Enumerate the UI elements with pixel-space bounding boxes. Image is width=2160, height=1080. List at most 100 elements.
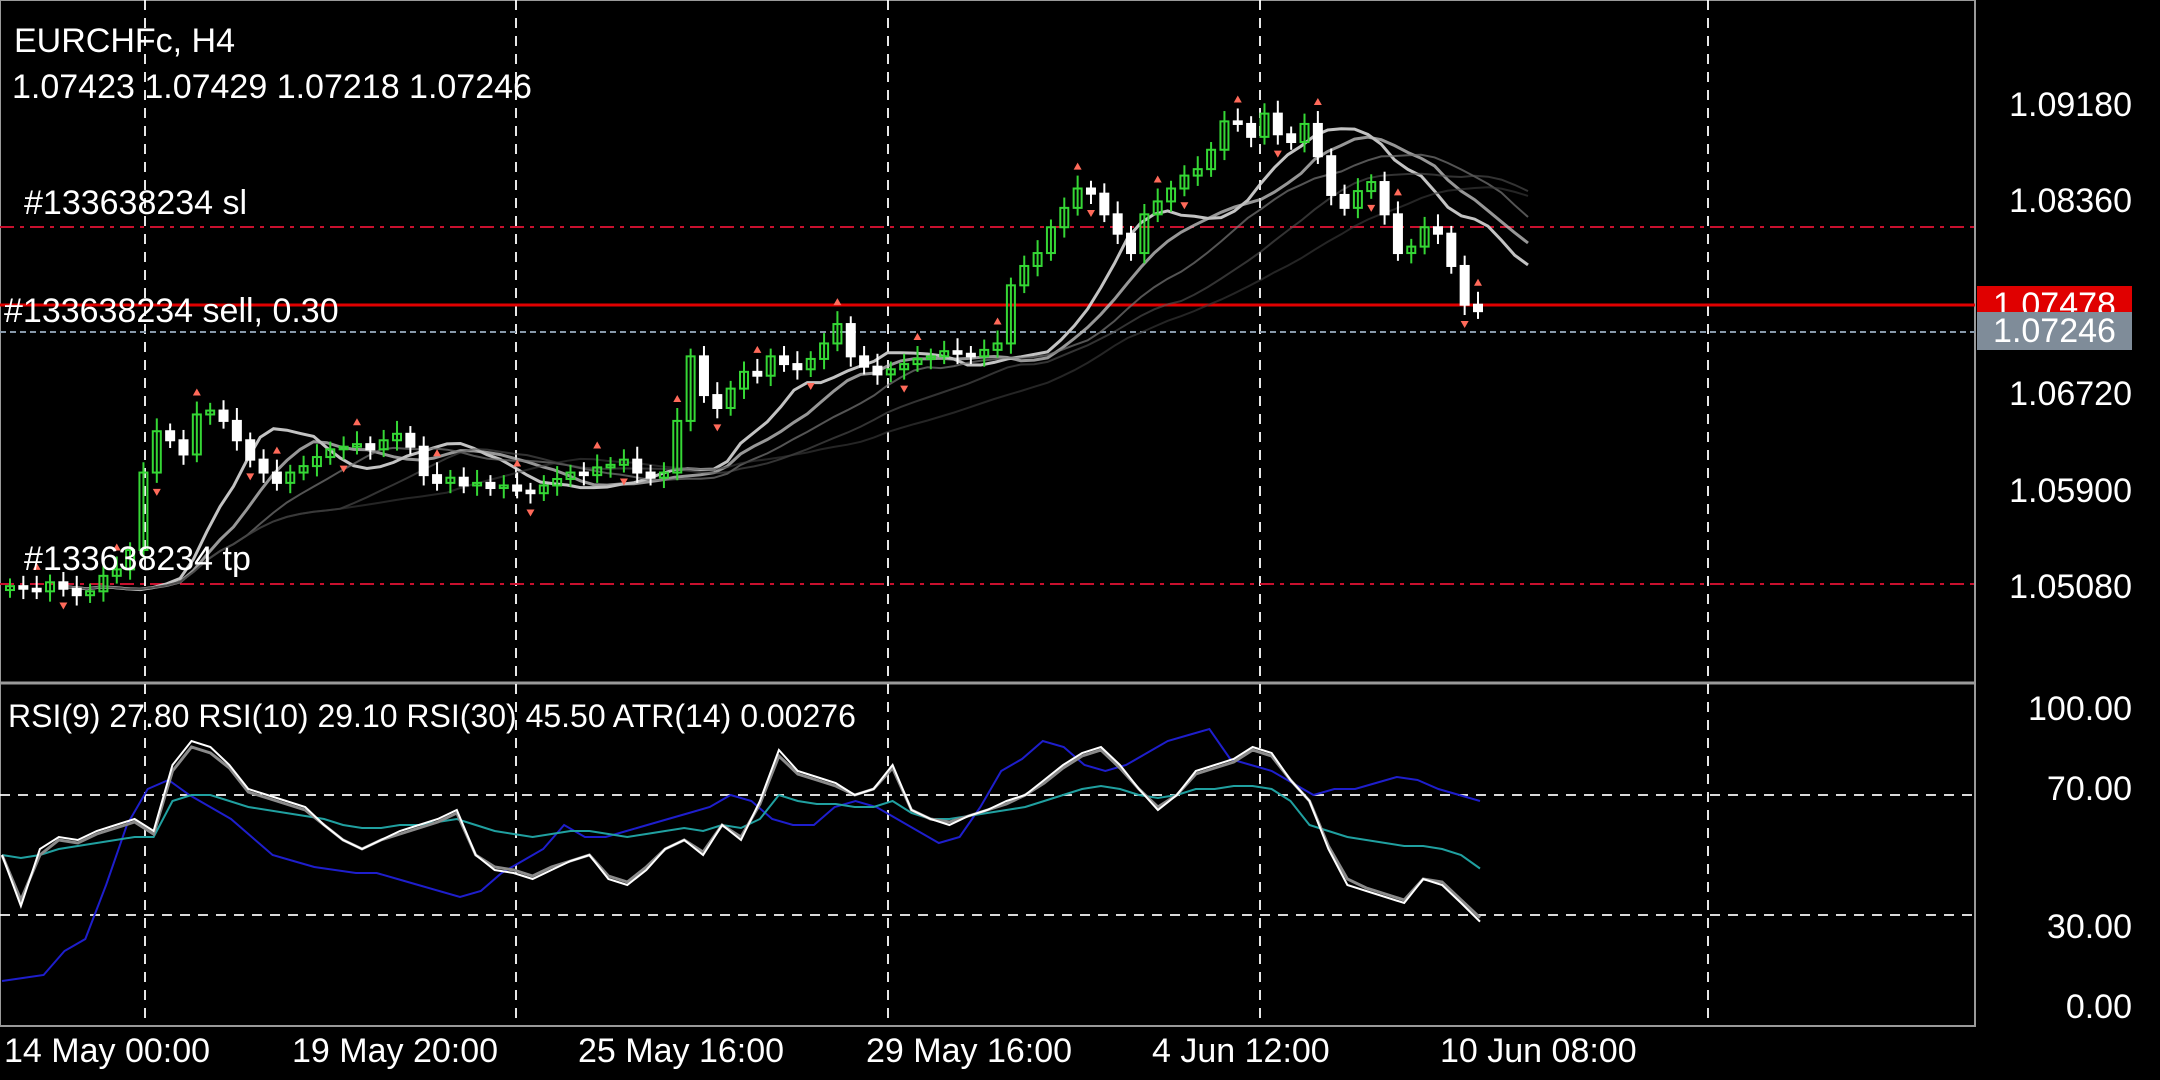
candle-body [1286,133,1297,144]
candle-body [111,568,122,577]
candle-body [552,478,563,487]
candle-body [1126,232,1137,255]
candle-body [1045,226,1056,255]
fractal-up-arrow [513,459,522,467]
candle-body [765,355,776,377]
candle-body [565,471,576,481]
price-tick: 1.09180 [2009,86,2132,124]
fractal-down-arrow [713,424,722,432]
candle-body [231,419,242,442]
candle-body [285,471,296,484]
candle-body [592,466,603,477]
candle-body [859,355,870,368]
candle-body [58,581,69,590]
candle-body [1059,206,1070,229]
candle-body [965,352,976,358]
candle-body [31,587,42,593]
candle-body [298,465,309,474]
candle-body [779,355,790,366]
candle-body [1246,122,1257,138]
time-axis-label: 29 May 16:00 [866,1032,1073,1070]
candle-body [1432,226,1443,235]
time-axis-label: 19 May 20:00 [292,1032,499,1070]
candle-body [365,443,376,451]
candle-body [418,445,429,477]
candle-body [472,481,483,487]
candle-body [685,355,696,422]
candle-body [1005,284,1016,345]
candle-body [1392,213,1403,255]
candle-body [739,370,749,390]
candle-body [258,458,269,474]
candle-body [605,463,616,469]
candle-body [5,585,15,592]
fractal-down-arrow [619,478,628,486]
candle-body [1312,122,1323,158]
fractal-down-arrow [1367,204,1376,212]
candle-body [1219,120,1230,151]
current-price-tag: 1.07246 [1977,312,2132,350]
candle-body [1446,232,1457,267]
candle-body [325,448,336,459]
candle-body [405,432,416,448]
fractal-down-arrow [900,385,909,393]
candle-body [1152,200,1163,216]
candle-body [1473,303,1483,313]
rsi-10-line [0,745,1482,919]
fractal-up-arrow [593,441,602,449]
candle-body [165,430,176,442]
candle-body [992,342,1003,351]
candle-body [632,458,643,474]
time-axis-label: 25 May 16:00 [578,1032,785,1070]
moving-average-line [59,135,1529,591]
indicator-header: RSI(9) 27.80 RSI(10) 29.10 RSI(30) 45.50… [8,698,856,734]
candle-body [125,549,136,571]
fractal-down-arrow [246,473,255,481]
candle-body [1326,155,1337,196]
fractal-up-arrow [1474,278,1482,286]
rsi-30-line [1,784,1481,870]
candle-body [392,432,403,442]
candle-body [672,419,683,474]
candle-body [912,357,923,366]
fractal-up-arrow [272,446,281,454]
rsi-9-line [1,739,1481,923]
candle-body [819,342,830,360]
candle-body [725,387,736,409]
candle-body [1192,168,1203,177]
fractal-up-arrow [1233,95,1242,103]
candle-body [1139,213,1150,255]
candle-body [351,443,362,448]
candle-body [458,476,469,487]
fractal-up-arrow [1073,162,1082,170]
candle-body [698,355,709,397]
candle-body [1352,190,1363,209]
candle-body [1419,226,1430,248]
fractal-down-arrow [339,465,348,473]
candle-body [512,484,523,492]
candle-body [1272,112,1283,136]
candle-body [899,363,910,371]
rsi-level-label: 100.00 [2028,690,2132,728]
candle-body [872,365,883,376]
fractal-up-arrow [833,298,842,306]
time-axis-label: 14 May 00:00 [4,1032,211,1070]
candle-body [85,590,96,597]
candle-body [178,439,189,456]
candle-body [712,394,723,409]
candle-body [752,370,763,377]
candle-body [885,368,896,376]
moving-average-line [59,153,1529,591]
candle-body [538,484,549,495]
candle-body [645,471,656,479]
atr-line [1,727,1481,982]
fractal-up-arrow [913,333,922,341]
fractal-down-arrow [1086,209,1095,217]
moving-average-line [59,127,1529,592]
candle-body [1379,181,1390,216]
candle-body [1259,112,1270,138]
rsi-level-label: 70.00 [2046,770,2132,808]
candle-body [1179,174,1190,190]
